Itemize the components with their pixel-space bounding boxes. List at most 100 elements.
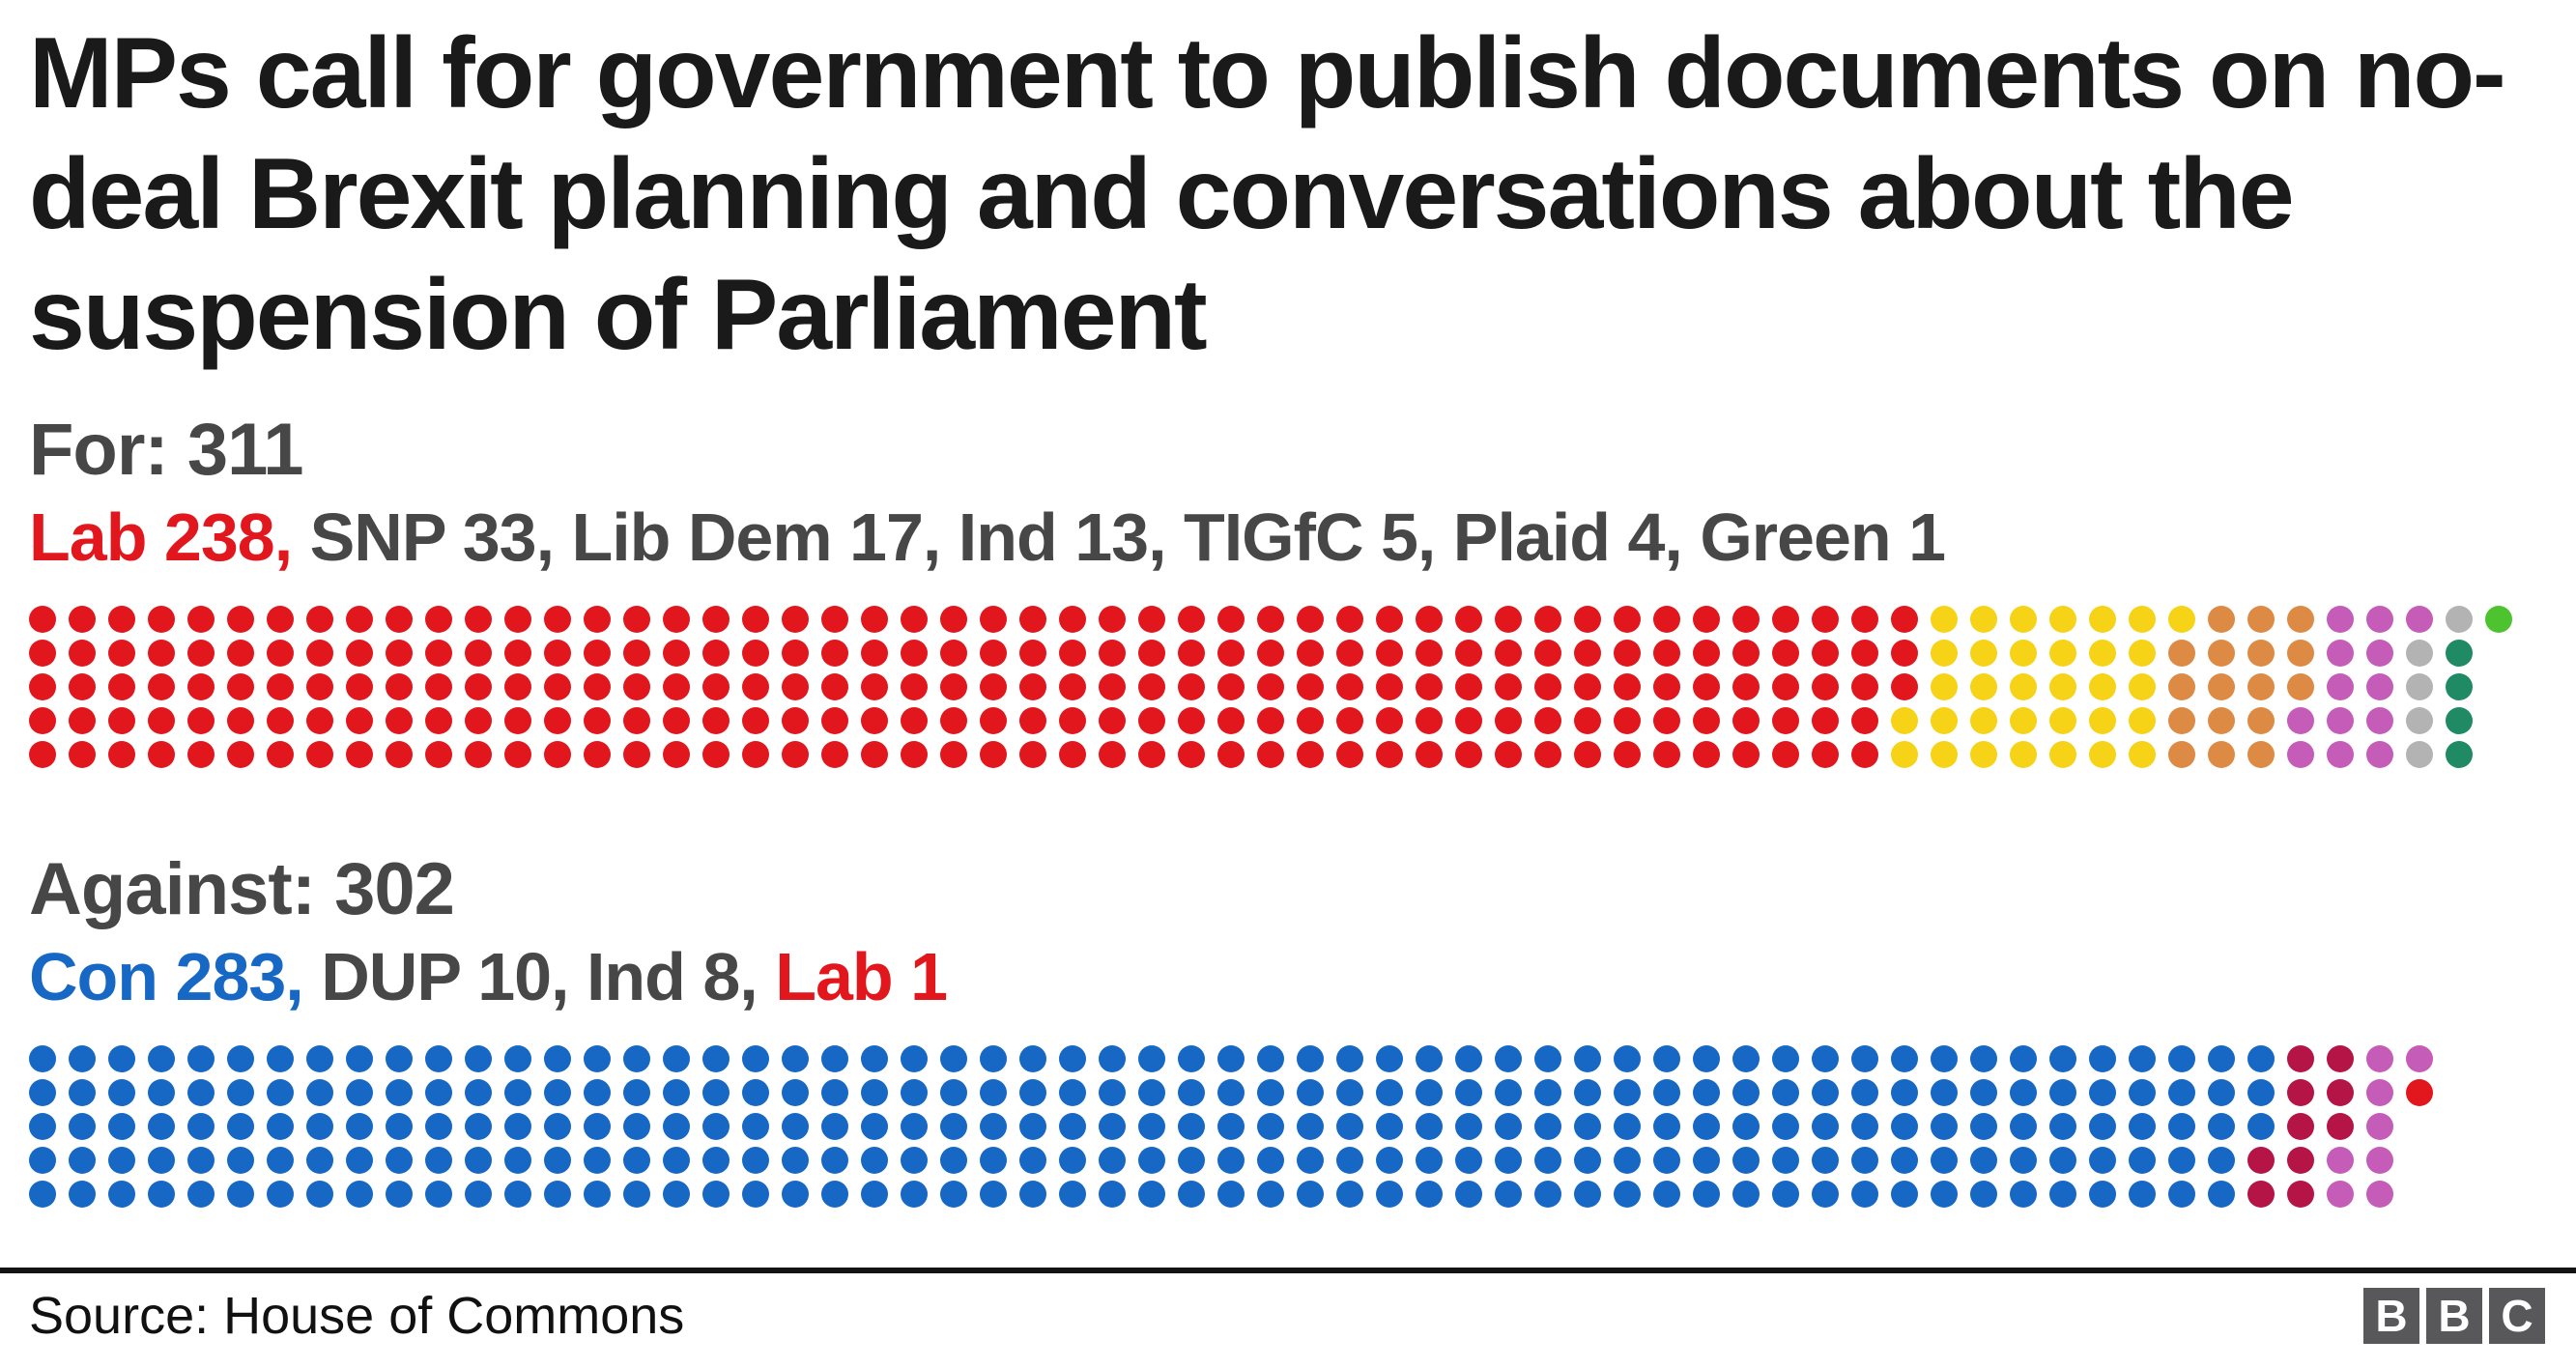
- mp-dot-lab: [1376, 706, 1403, 734]
- mp-dot-lab: [386, 706, 413, 734]
- mp-dot-con: [1970, 1146, 1997, 1174]
- mp-dot-con: [1534, 1078, 1561, 1106]
- mp-dot-lab: [1495, 605, 1522, 633]
- mp-dot-con: [663, 1146, 690, 1174]
- mp-dot-con: [2208, 1146, 2235, 1174]
- for-breakdown: Lab 238, SNP 33, Lib Dem 17, Ind 13, TIG…: [29, 499, 2547, 575]
- mp-dot-con: [187, 1078, 215, 1106]
- mp-dot-con: [742, 1078, 769, 1106]
- mp-dot-con: [2208, 1180, 2235, 1208]
- mp-dot-lab: [1336, 740, 1363, 768]
- mp-dot-con: [940, 1044, 967, 1072]
- mp-dot-con: [1059, 1180, 1086, 1208]
- mp-dot-lib-dem: [2168, 639, 2195, 667]
- mp-dot-lab: [1099, 639, 1126, 667]
- mp-dot-con: [1693, 1078, 1720, 1106]
- mp-dot-con: [901, 1044, 928, 1072]
- mp-dot-con: [1376, 1112, 1403, 1140]
- mp-dot-con: [1059, 1146, 1086, 1174]
- mp-dot-lab: [1614, 740, 1641, 768]
- mp-dot-con: [980, 1146, 1007, 1174]
- mp-dot-con: [1931, 1078, 1958, 1106]
- mp-dot-lib-dem: [2287, 639, 2314, 667]
- section-for: For: 311 Lab 238, SNP 33, Lib Dem 17, In…: [29, 410, 2547, 768]
- mp-dot-con: [227, 1112, 254, 1140]
- mp-dot-lab: [1732, 706, 1760, 734]
- mp-dot-lab: [1257, 672, 1284, 700]
- mp-dot-con: [980, 1044, 1007, 1072]
- mp-dot-lab: [821, 740, 848, 768]
- mp-dot-con: [267, 1180, 294, 1208]
- mp-dot-con: [1653, 1112, 1680, 1140]
- mp-dot-snp: [1931, 672, 1958, 700]
- mp-dot-con: [1772, 1078, 1799, 1106]
- mp-dot-con: [1257, 1078, 1284, 1106]
- mp-dot-lab: [386, 740, 413, 768]
- mp-dot-con: [1931, 1180, 1958, 1208]
- mp-dot-lab: [346, 740, 373, 768]
- mp-dot-lab: [1772, 605, 1799, 633]
- mp-dot-con: [1257, 1112, 1284, 1140]
- mp-dot-con: [742, 1044, 769, 1072]
- mp-dot-lab: [1217, 706, 1245, 734]
- mp-dot-con: [2247, 1112, 2275, 1140]
- mp-dot-con: [742, 1180, 769, 1208]
- mp-dot-snp: [1891, 740, 1918, 768]
- mp-dot-lab: [663, 706, 690, 734]
- mp-dot-lab: [940, 706, 967, 734]
- mp-dot-snp: [2010, 740, 2037, 768]
- mp-dot-con: [465, 1146, 492, 1174]
- mp-dot-con: [702, 1078, 730, 1106]
- mp-dot-lab: [227, 639, 254, 667]
- mp-dot-ind: [2327, 605, 2354, 633]
- mp-dot-lab: [1812, 605, 1839, 633]
- mp-dot-lab: [1495, 639, 1522, 667]
- mp-dot-con: [1495, 1146, 1522, 1174]
- mp-dot-lab: [1257, 639, 1284, 667]
- mp-dot-lab: [29, 706, 56, 734]
- mp-dot-con: [1099, 1146, 1126, 1174]
- mp-dot-con: [1614, 1078, 1641, 1106]
- mp-dot-lab: [1534, 605, 1561, 633]
- mp-dot-con: [1099, 1112, 1126, 1140]
- mp-dot-lab: [465, 706, 492, 734]
- mp-dot-con: [2168, 1044, 2195, 1072]
- mp-dot-lab: [544, 740, 571, 768]
- mp-dot-con: [623, 1078, 650, 1106]
- mp-dot-con: [504, 1146, 531, 1174]
- mp-dot-con: [425, 1146, 452, 1174]
- mp-dot-lab: [2406, 1078, 2433, 1106]
- mp-dot-snp: [1970, 706, 1997, 734]
- mp-dot-con: [425, 1112, 452, 1140]
- mp-dot-con: [1416, 1078, 1443, 1106]
- mp-dot-con: [1772, 1044, 1799, 1072]
- mp-dot-lab: [1059, 706, 1086, 734]
- mp-dot-lab: [782, 706, 809, 734]
- mp-dot-lab: [1891, 639, 1918, 667]
- mp-dot-lab: [425, 672, 452, 700]
- mp-dot-con: [742, 1146, 769, 1174]
- mp-dot-con: [2049, 1146, 2076, 1174]
- mp-dot-con: [782, 1146, 809, 1174]
- mp-dot-con: [584, 1112, 611, 1140]
- mp-dot-snp: [2129, 605, 2156, 633]
- mp-dot-con: [782, 1078, 809, 1106]
- mp-dot-con: [940, 1112, 967, 1140]
- mp-dot-lab: [1416, 706, 1443, 734]
- mp-dot-con: [1416, 1044, 1443, 1072]
- mp-dot-lab: [584, 740, 611, 768]
- mp-dot-lab: [1851, 672, 1878, 700]
- mp-dot-con: [821, 1044, 848, 1072]
- mp-dot-lab: [29, 639, 56, 667]
- mp-dot-lab: [1455, 605, 1482, 633]
- mp-dot-con: [1693, 1180, 1720, 1208]
- mp-dot-con: [1376, 1044, 1403, 1072]
- mp-dot-lab: [1495, 740, 1522, 768]
- mp-dot-lab: [821, 605, 848, 633]
- mp-dot-lab: [1416, 639, 1443, 667]
- mp-dot-con: [2010, 1180, 2037, 1208]
- mp-dot-con: [1812, 1180, 1839, 1208]
- mp-dot-con: [1574, 1180, 1601, 1208]
- mp-dot-snp: [2129, 672, 2156, 700]
- mp-dot-lab: [227, 740, 254, 768]
